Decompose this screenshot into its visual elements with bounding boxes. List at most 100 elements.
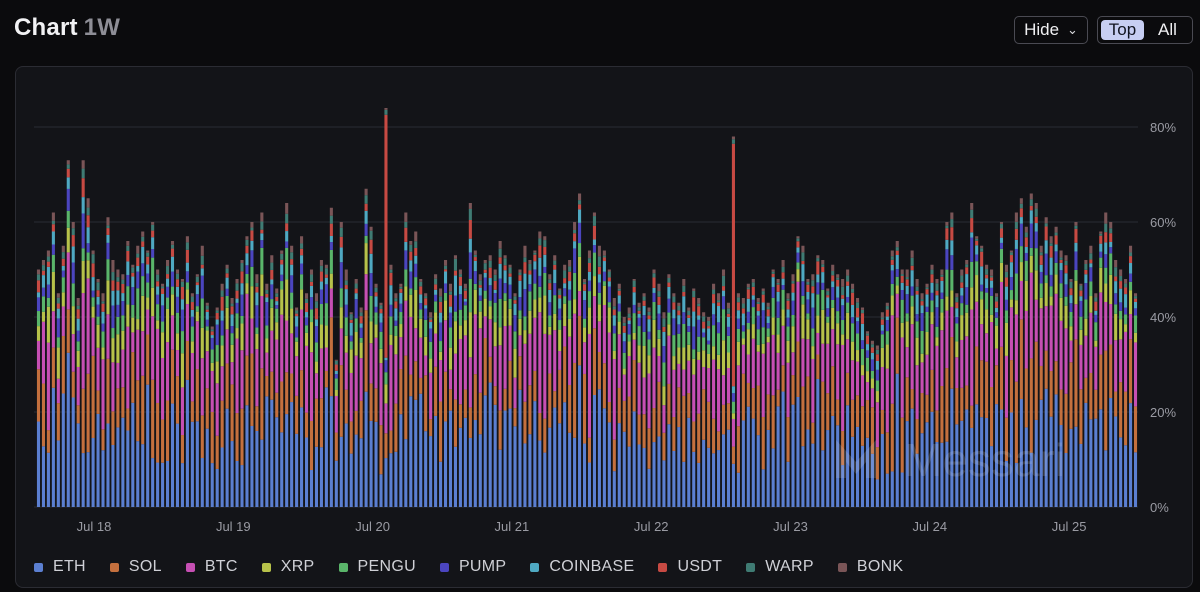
bar-stack[interactable] — [543, 236, 547, 507]
bar-stack[interactable] — [96, 279, 100, 507]
bar-stack[interactable] — [736, 293, 740, 507]
bar-stack[interactable] — [707, 317, 711, 507]
bar-stack[interactable] — [796, 236, 800, 507]
bar-stack[interactable] — [717, 293, 721, 507]
bar-stack[interactable] — [523, 245, 527, 507]
bar-stack[interactable] — [563, 264, 567, 507]
bar-stack[interactable] — [925, 283, 929, 507]
bar-stack[interactable] — [672, 293, 676, 507]
bar-stack[interactable] — [851, 283, 855, 507]
bar-stack[interactable] — [741, 298, 745, 507]
bar-stack[interactable] — [170, 241, 175, 507]
bar-stack[interactable] — [483, 260, 487, 507]
bar-stack[interactable] — [81, 160, 85, 507]
legend-item-sol[interactable]: SOL — [109, 558, 162, 576]
bar-stack[interactable] — [161, 283, 165, 507]
bar-stack[interactable] — [190, 293, 194, 507]
bar-stack[interactable] — [36, 269, 41, 508]
bar-stack[interactable] — [731, 136, 735, 508]
bar-stack[interactable] — [240, 260, 244, 507]
bar-stack[interactable] — [518, 269, 522, 508]
bar-stack[interactable] — [746, 283, 750, 507]
bar-stack[interactable] — [721, 269, 726, 508]
legend-item-eth[interactable]: ETH — [34, 558, 86, 576]
bar-stack[interactable] — [950, 212, 954, 508]
bar-stack[interactable] — [503, 255, 507, 507]
bar-stack[interactable] — [61, 245, 65, 507]
bar-stack[interactable] — [617, 283, 621, 507]
bar-stack[interactable] — [726, 302, 731, 507]
bar-stack[interactable] — [384, 108, 388, 507]
bar-stack[interactable] — [76, 298, 80, 507]
bar-stack[interactable] — [602, 250, 606, 508]
bar-stack[interactable] — [791, 274, 795, 507]
bar-stack[interactable] — [558, 288, 562, 508]
bar-stack[interactable] — [771, 269, 775, 508]
bar-stack[interactable] — [766, 302, 770, 507]
bar-stack[interactable] — [900, 269, 904, 508]
bar-stack[interactable] — [592, 212, 596, 508]
bar-stack[interactable] — [662, 312, 666, 507]
bar-stack[interactable] — [1014, 212, 1018, 508]
hide-dropdown[interactable]: Hide ⌄ — [1014, 16, 1088, 44]
bar-stack[interactable] — [712, 283, 716, 507]
bar-stack[interactable] — [468, 203, 472, 507]
bar-stack[interactable] — [250, 222, 254, 507]
bar-stack[interactable] — [111, 260, 115, 507]
bar-stack[interactable] — [205, 302, 209, 507]
bar-stack[interactable] — [369, 226, 373, 507]
bar-stack[interactable] — [1124, 279, 1128, 507]
bar-stack[interactable] — [1114, 260, 1118, 507]
bar-stack[interactable] — [597, 245, 601, 507]
bar-stack[interactable] — [260, 212, 264, 508]
bar-stack[interactable] — [999, 222, 1004, 507]
bar-stack[interactable] — [359, 307, 363, 508]
bar-stack[interactable] — [439, 288, 443, 508]
bar-stack[interactable] — [1104, 212, 1108, 508]
bar-stack[interactable] — [200, 245, 204, 507]
bar-stack[interactable] — [761, 288, 765, 508]
bar-stack[interactable] — [801, 245, 805, 507]
bar-stack[interactable] — [493, 269, 497, 508]
bar-stack[interactable] — [920, 293, 924, 507]
bar-stack[interactable] — [66, 160, 70, 507]
bar-stack[interactable] — [399, 283, 403, 507]
bar-stack[interactable] — [1064, 255, 1068, 507]
bar-stack[interactable] — [488, 255, 492, 507]
bar-stack[interactable] — [156, 269, 160, 508]
bar-stack[interactable] — [573, 222, 577, 507]
bar-stack[interactable] — [945, 222, 949, 507]
bar-stack[interactable] — [811, 274, 815, 507]
bar-stack[interactable] — [275, 288, 279, 508]
bar-stack[interactable] — [349, 312, 353, 507]
bar-stack[interactable] — [1099, 231, 1103, 508]
bar-stack[interactable] — [131, 264, 135, 507]
bar-stack[interactable] — [533, 250, 537, 508]
bar-stack[interactable] — [955, 293, 959, 507]
bar-stack[interactable] — [940, 269, 944, 508]
bar-stack[interactable] — [1044, 217, 1048, 507]
bar-stack[interactable] — [1109, 222, 1113, 507]
legend-item-pump[interactable]: PUMP — [439, 558, 506, 576]
bar-stack[interactable] — [821, 260, 825, 507]
bar-stack[interactable] — [314, 293, 319, 507]
bar-stack[interactable] — [935, 279, 939, 507]
bar-stack[interactable] — [116, 269, 120, 508]
bar-stack[interactable] — [553, 255, 557, 507]
bar-stack[interactable] — [329, 207, 333, 507]
bar-stack[interactable] — [374, 283, 378, 507]
bar-stack[interactable] — [434, 274, 438, 507]
bar-stack[interactable] — [980, 245, 984, 507]
bar-stack[interactable] — [667, 274, 671, 507]
bar-stack[interactable] — [806, 279, 810, 507]
bar-stack[interactable] — [290, 245, 294, 507]
bar-stack[interactable] — [344, 269, 348, 508]
bar-stack[interactable] — [1074, 222, 1078, 507]
bar-stack[interactable] — [890, 250, 894, 508]
bar-stack[interactable] — [870, 340, 874, 507]
bar-stack[interactable] — [1059, 250, 1063, 508]
bar-stack[interactable] — [305, 293, 309, 507]
bar-stack[interactable] — [1009, 250, 1013, 508]
bar-stack[interactable] — [210, 326, 214, 508]
bar-stack[interactable] — [1034, 203, 1038, 507]
